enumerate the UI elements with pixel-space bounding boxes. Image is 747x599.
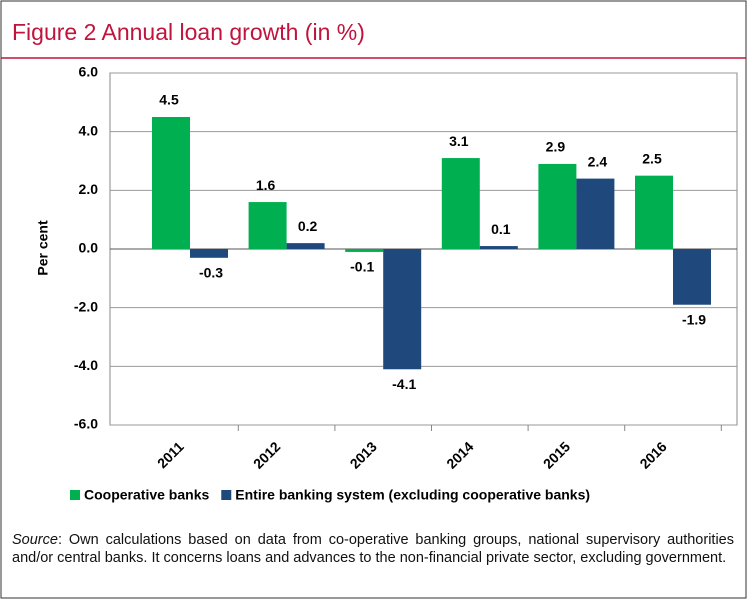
legend-swatch bbox=[221, 490, 232, 500]
bar bbox=[576, 178, 615, 249]
value-label: -4.1 bbox=[392, 376, 416, 392]
y-tick-label: -6.0 bbox=[74, 416, 98, 432]
legend-label: Entire banking system (excluding coopera… bbox=[235, 487, 590, 503]
source-label: Source bbox=[12, 532, 58, 548]
value-label: 4.5 bbox=[159, 92, 179, 108]
y-tick-label: -4.0 bbox=[74, 357, 98, 373]
value-label: -1.9 bbox=[682, 311, 706, 327]
value-label: 2.9 bbox=[546, 139, 566, 155]
bar bbox=[190, 249, 228, 258]
value-label: -0.3 bbox=[199, 265, 223, 281]
chart-title: Figure 2 Annual loan growth (in %) bbox=[12, 19, 365, 45]
bar bbox=[479, 246, 518, 249]
y-axis-label: Per cent bbox=[35, 220, 51, 276]
value-label: 0.1 bbox=[491, 221, 511, 237]
bar bbox=[345, 249, 384, 252]
value-label: 1.6 bbox=[256, 177, 276, 193]
value-label: -0.1 bbox=[350, 259, 374, 275]
source-text: : Own calculations based on data from co… bbox=[12, 532, 734, 566]
bar bbox=[673, 249, 711, 305]
bar bbox=[248, 202, 287, 249]
y-tick-label: 2.0 bbox=[79, 181, 99, 197]
source-note: Source: Own calculations based on data f… bbox=[12, 531, 734, 567]
bar bbox=[152, 117, 190, 249]
y-tick-label: 6.0 bbox=[79, 64, 99, 80]
legend-swatch bbox=[70, 490, 80, 500]
value-label: 2.5 bbox=[642, 150, 662, 166]
value-label: 2.4 bbox=[588, 153, 608, 169]
y-tick-label: -2.0 bbox=[74, 298, 98, 314]
bar bbox=[441, 158, 480, 249]
value-label: 0.2 bbox=[298, 218, 318, 234]
bar bbox=[383, 249, 422, 370]
bar bbox=[286, 243, 325, 249]
y-tick-label: 0.0 bbox=[79, 240, 99, 256]
bar bbox=[538, 163, 577, 249]
y-tick-label: 4.0 bbox=[79, 122, 99, 138]
value-label: 3.1 bbox=[449, 133, 469, 149]
legend-label: Cooperative banks bbox=[84, 487, 209, 503]
bar bbox=[635, 175, 673, 249]
